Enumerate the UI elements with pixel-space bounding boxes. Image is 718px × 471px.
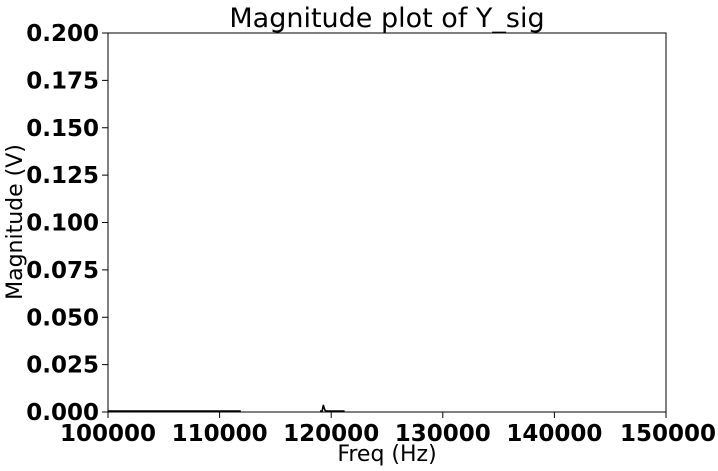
y-tick-label: 0.200: [26, 21, 99, 47]
x-axis-label: Freq (Hz): [337, 442, 436, 467]
x-tick-label: 120000: [283, 421, 379, 447]
x-tick-label: 110000: [172, 421, 268, 447]
chart-title: Magnitude plot of Y_sig: [229, 3, 544, 34]
y-tick-label: 0.125: [26, 163, 99, 189]
x-axis: 100000 110000 120000 130000 140000 150000: [60, 412, 716, 447]
y-axis: 0.000 0.025 0.050 0.075 0.100 0.125 0.150 0.175…: [26, 21, 108, 426]
y-tick-label: 0.150: [26, 116, 99, 142]
y-tick-label: 0.100: [26, 211, 99, 237]
x-tick-label: 150000: [620, 421, 716, 447]
x-tick-label: 140000: [506, 421, 602, 447]
x-tick-label: 100000: [60, 421, 156, 447]
y-axis-label: Magnitude (V): [3, 144, 28, 300]
series-line-segment: [319, 404, 345, 412]
y-tick-label: 0.025: [26, 353, 99, 379]
y-tick-label: 0.175: [26, 68, 99, 94]
x-tick-label: 130000: [395, 421, 491, 447]
series-layer: [108, 404, 345, 412]
y-tick-label: 0.075: [26, 258, 99, 284]
y-tick-label: 0.050: [26, 305, 99, 331]
y-tick-label: 0.000: [26, 400, 99, 426]
plot-area: 0.000 0.025 0.050 0.075 0.100 0.125 0.150 0.175…: [26, 21, 716, 447]
